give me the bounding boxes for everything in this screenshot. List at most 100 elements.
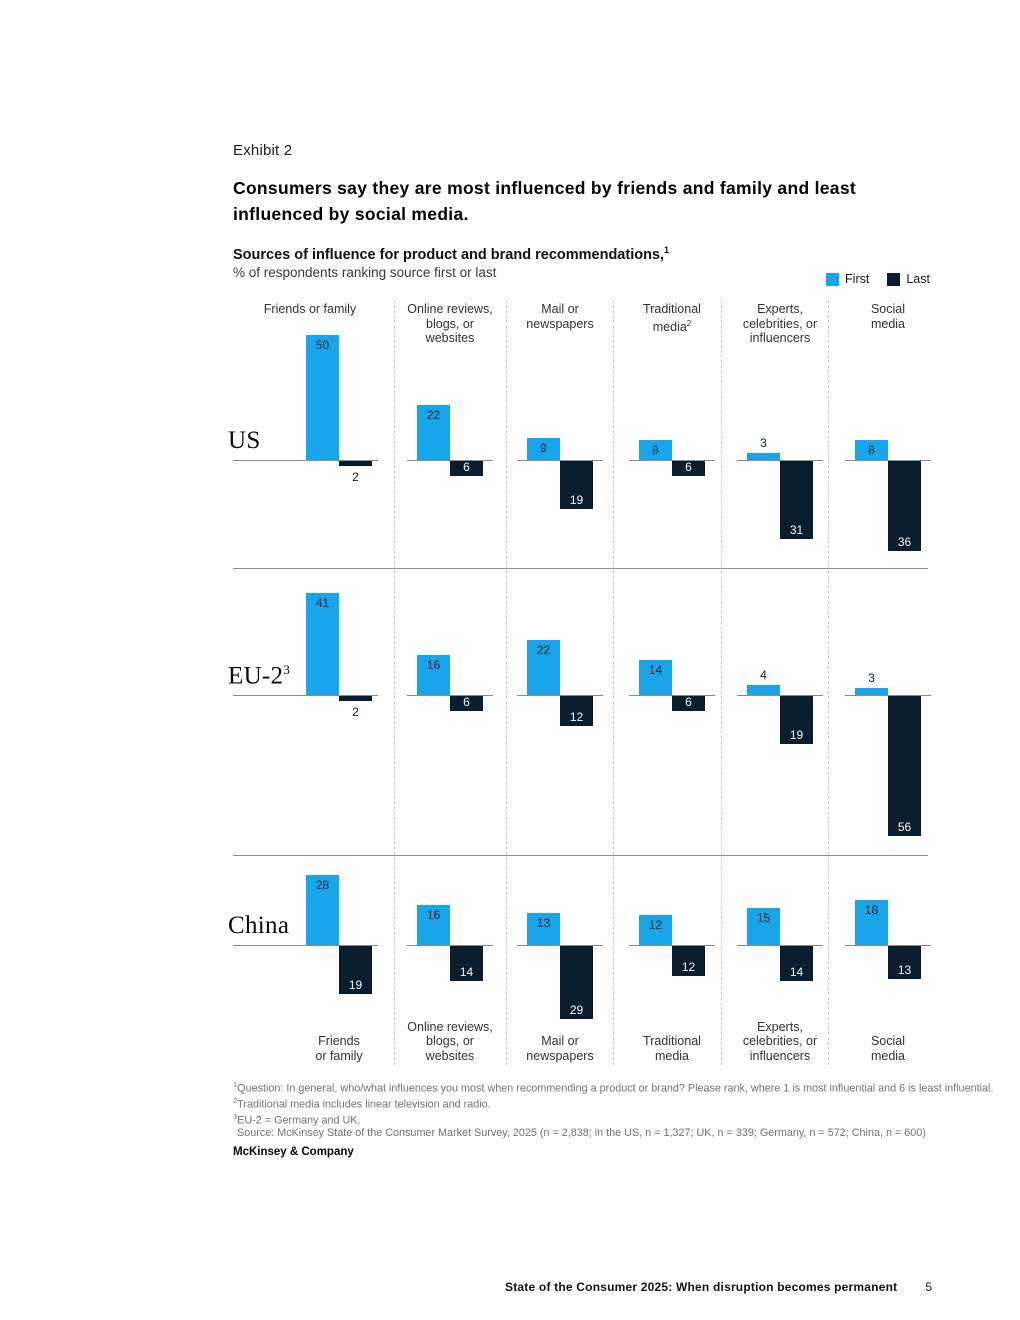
chart-title-footnote-marker: 1	[664, 245, 670, 255]
bar-first	[855, 687, 888, 695]
footer-page-number: 5	[925, 1280, 932, 1294]
bar-value-first: 14	[648, 663, 663, 677]
bar-last	[888, 696, 921, 836]
bar-first	[747, 685, 780, 695]
bar-first	[306, 875, 339, 945]
bar-value-first: 4	[760, 668, 767, 682]
column-bottom-label: Friends or family	[315, 1034, 363, 1063]
bar-value-last: 29	[569, 1002, 584, 1017]
column-bottom-label: Experts, celebrities, or influencers	[742, 1019, 818, 1063]
column-bottom-label: Mail or newspapers	[526, 1034, 594, 1063]
bar-value-first: 9	[540, 440, 547, 455]
bar-last	[672, 946, 705, 976]
bar-first	[639, 915, 672, 945]
bar-value-first: 16	[426, 908, 441, 922]
zero-axis-line	[629, 945, 715, 946]
bar-value-first: 41	[315, 595, 330, 610]
zero-axis-line	[517, 695, 603, 696]
bar-value-first: 28	[315, 878, 330, 892]
bar-value-last: 6	[685, 695, 692, 709]
region-label: China	[228, 912, 290, 939]
column-header: Experts, celebrities, or influencers	[742, 302, 818, 345]
bar-first	[527, 437, 560, 460]
page-footer: State of the Consumer 2025: When disrupt…	[505, 1280, 932, 1294]
column-bottom-label: Online reviews, blogs, or websites	[407, 1019, 493, 1063]
bar-value-first: 8	[868, 443, 875, 457]
bar-value-first: 12	[648, 918, 663, 932]
bar-value-last: 6	[685, 460, 692, 474]
influence-bar-chart: Friends or family Online reviews, blogs, o…	[228, 300, 931, 1065]
bar-last	[672, 461, 705, 476]
column-separator	[827, 300, 829, 1065]
bar-last	[450, 696, 483, 711]
column-separator	[505, 300, 507, 1065]
bar-value-last: 14	[789, 965, 804, 979]
bar-value-last: 12	[569, 710, 584, 724]
legend-label-first: First	[845, 272, 870, 286]
bar-first	[417, 405, 450, 460]
chart-title: Sources of influence for product and bra…	[233, 245, 670, 263]
zero-axis-line	[517, 460, 603, 461]
column-header: Mail or newspapers	[526, 302, 594, 331]
bar-value-last: 14	[459, 965, 474, 979]
bar-value-first: 3	[868, 670, 875, 685]
region-label: EU-23	[228, 662, 291, 690]
bar-value-last: 2	[352, 705, 359, 719]
bar-last	[672, 696, 705, 711]
bar-value-last: 2	[352, 470, 359, 484]
bar-first	[417, 655, 450, 695]
bar-first	[855, 900, 888, 945]
legend-item-first: First	[826, 272, 869, 286]
bar-value-first: 18	[864, 903, 879, 917]
bar-value-first: 22	[536, 643, 551, 657]
bar-last	[888, 461, 921, 551]
column-header: Online reviews, blogs, or websites	[407, 302, 493, 345]
region-label: US	[228, 427, 261, 454]
bar-last	[780, 461, 813, 539]
footnote-line: 2Traditional media includes linear telev…	[233, 1096, 491, 1111]
zero-axis-line	[233, 945, 378, 946]
column-header: Friends or family	[263, 302, 357, 316]
bar-last	[450, 461, 483, 476]
zero-axis-line	[407, 460, 493, 461]
column-separator	[612, 300, 614, 1065]
bar-value-first: 22	[426, 408, 441, 422]
bar-first	[639, 440, 672, 460]
bar-value-last: 19	[348, 977, 363, 992]
bar-value-first: 50	[315, 338, 330, 352]
legend-swatch-last-icon	[887, 272, 901, 286]
row-separator	[233, 568, 928, 569]
row-separator	[233, 855, 928, 856]
zero-axis-line	[233, 460, 378, 461]
bar-last	[339, 696, 372, 701]
bar-last	[339, 461, 372, 466]
bar-first	[417, 905, 450, 945]
zero-axis-line	[737, 460, 823, 461]
bar-value-last: 56	[897, 820, 912, 834]
zero-axis-line	[737, 945, 823, 946]
column-header: Social media	[870, 302, 906, 331]
bar-value-last: 6	[463, 460, 470, 474]
chart-subtitle: % of respondents ranking source first or…	[233, 265, 497, 280]
column-bottom-label: Social media	[870, 1034, 906, 1063]
zero-axis-line	[629, 695, 715, 696]
bar-value-last: 36	[897, 535, 912, 549]
footnote-line: Source: McKinsey State of the Consumer M…	[237, 1127, 926, 1139]
bar-last	[780, 946, 813, 981]
footnote-line: 3EU-2 = Germany and UK.	[233, 1112, 361, 1127]
bar-value-last: 19	[569, 492, 584, 507]
bar-value-last: 6	[463, 695, 470, 709]
column-header: Traditional media2	[643, 302, 701, 334]
zero-axis-line	[845, 460, 931, 461]
bar-first	[306, 592, 339, 695]
bar-last	[339, 946, 372, 994]
bar-value-last: 19	[789, 727, 804, 742]
zero-axis-line	[233, 695, 378, 696]
bar-value-first: 16	[426, 658, 441, 672]
footer-report-title: State of the Consumer 2025: When disrupt…	[505, 1280, 898, 1294]
bar-first	[855, 440, 888, 460]
title-line-1: Consumers say they are most influenced b…	[233, 178, 856, 198]
exhibit-label: Exhibit 2	[233, 142, 293, 159]
legend-swatch-first-icon	[826, 272, 840, 286]
legend: First Last	[826, 272, 930, 286]
